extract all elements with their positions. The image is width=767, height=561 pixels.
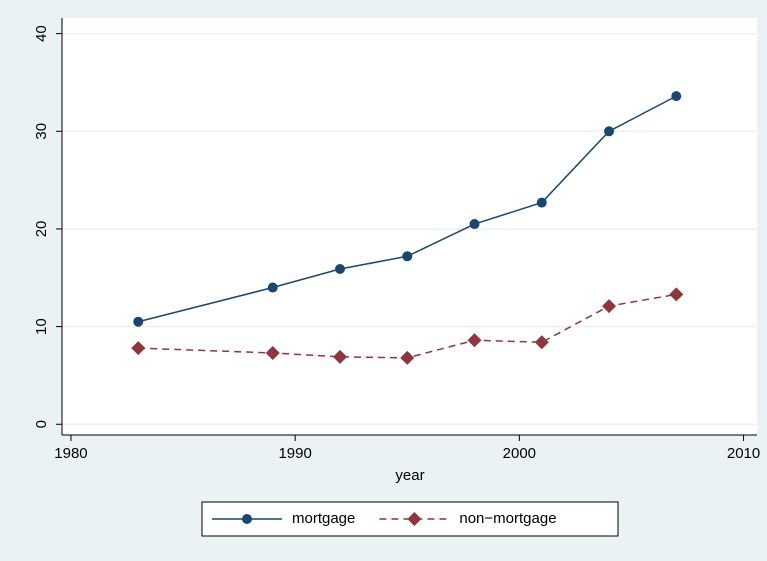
x-tick-label: 1980 (54, 445, 87, 462)
data-point (333, 349, 347, 364)
data-point (604, 126, 615, 137)
y-tick-label: 30 (33, 123, 50, 140)
legend-label: mortgage (292, 510, 355, 527)
data-point (335, 263, 345, 274)
data-point (131, 341, 146, 356)
data-point (671, 91, 682, 102)
data-point (267, 282, 278, 293)
data-point (534, 335, 549, 350)
plot-area (62, 18, 757, 435)
data-point (469, 219, 480, 230)
y-tick-label: 0 (33, 420, 50, 428)
data-point (536, 197, 547, 208)
series-line (138, 293, 677, 359)
x-tick-label: 2000 (503, 445, 536, 462)
legend: mortgage non−mortgage (201, 501, 619, 537)
x-tick-label: 2010 (727, 445, 760, 462)
data-point (602, 299, 617, 314)
series-line (138, 95, 677, 323)
y-tick-label: 10 (33, 318, 50, 335)
legend-marker (242, 514, 252, 524)
data-point (133, 316, 144, 327)
data-point (467, 333, 482, 348)
y-tick-label: 40 (33, 25, 50, 42)
legend-label: non−mortgage (459, 510, 556, 527)
x-axis-label: year (395, 467, 424, 484)
legend-marker (407, 512, 422, 526)
data-point (402, 251, 413, 262)
data-point (265, 345, 280, 360)
data-point (400, 350, 415, 365)
x-tick-label: 1990 (278, 445, 311, 462)
data-point (669, 287, 684, 302)
y-tick-label: 20 (33, 221, 50, 238)
